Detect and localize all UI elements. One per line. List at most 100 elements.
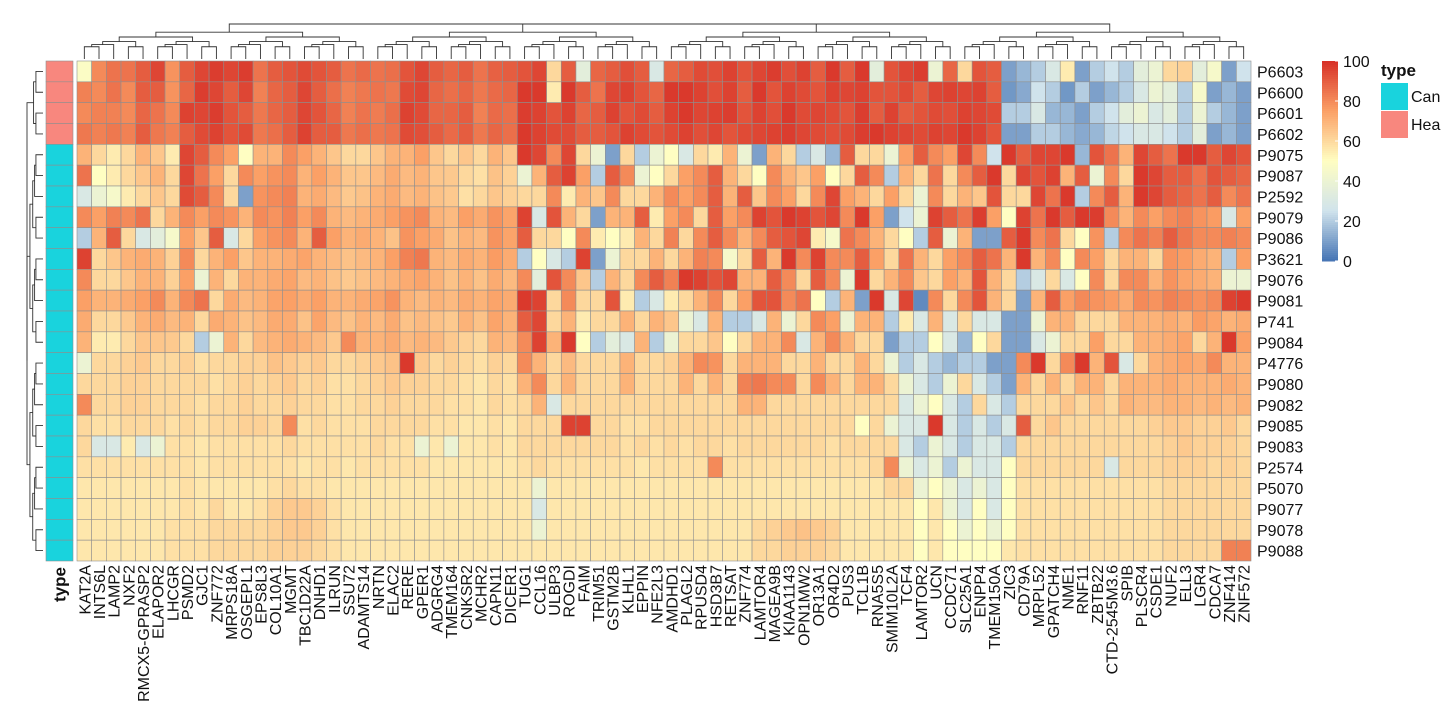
heatmap-cell [546,144,562,166]
heatmap-cell [795,498,812,520]
heatmap-cell [663,477,679,499]
heatmap-cell [693,144,709,166]
dendrogram-branch [641,46,658,59]
heatmap-cell [384,144,401,166]
colorbar-segment [1322,101,1338,104]
heatmap-cell [516,414,533,437]
heatmap-cell [634,477,650,499]
heatmap-cell [76,477,92,499]
column-label: CSDE1 [1149,565,1166,618]
heatmap-cell [76,227,92,249]
heatmap-cell [340,435,357,458]
heatmap-cell [458,164,474,187]
colorbar-segment [1322,255,1338,258]
heatmap-cell [443,331,459,353]
heatmap-cell [957,414,973,437]
colorbar-segment [1322,147,1338,150]
heatmap-cell [839,144,856,166]
heatmap-cell [590,414,606,437]
column-label: PLAGL2 [679,565,696,626]
heatmap-cell [1221,456,1237,478]
heatmap-cell [678,456,694,478]
heatmap-cell [795,269,812,291]
heatmap-cell [472,164,489,187]
type-cell [45,498,74,520]
heatmap-cell [1118,206,1134,228]
heatmap-cell [282,144,298,166]
heatmap-cell [590,164,606,187]
colorbar-segment [1322,155,1338,158]
heatmap-cell [1206,477,1222,499]
heatmap-cell [472,227,489,249]
heatmap-cell [1045,394,1061,416]
heatmap-cell [194,144,210,166]
heatmap-cell [854,477,870,499]
heatmap-cell [252,185,269,208]
heatmap-cell [516,331,533,353]
dendrogram-branch [35,258,43,281]
heatmap-cell [106,227,122,249]
heatmap-cell [1059,435,1076,458]
type-cell [45,206,74,228]
heatmap-cell [340,227,357,249]
heatmap-cell [986,435,1002,458]
colorbar-segment [1322,195,1338,198]
heatmap-cell [825,477,841,499]
heatmap-cell [560,352,577,374]
heatmap-cell [1133,123,1149,145]
heatmap-cell [751,539,768,562]
heatmap-cell [810,310,826,333]
heatmap-cell [1103,373,1120,395]
heatmap-cell [604,185,621,208]
heatmap-cell [1074,331,1090,353]
heatmap-cell [634,206,650,228]
heatmap-cell [1133,289,1149,312]
heatmap-cell [340,289,357,312]
heatmap-cell [898,227,914,249]
heatmap-cell [693,81,709,103]
heatmap-cell [1206,414,1222,437]
heatmap-cell [942,456,958,478]
heatmap-cell [267,414,283,437]
heatmap-cell [179,81,195,103]
heatmap-cell [267,123,283,145]
legend-swatch [1381,111,1408,138]
heatmap-cell [1221,519,1237,541]
heatmap-cell [355,539,371,562]
heatmap-cell [1045,269,1061,291]
heatmap-cell [414,269,430,291]
heatmap-cell [825,394,841,416]
dendrogram-branch [157,46,173,59]
heatmap-cell [399,331,415,353]
heatmap-cell [1221,60,1237,83]
heatmap-cell [1192,144,1208,166]
heatmap-cell [487,456,503,478]
heatmap-cell [135,144,151,166]
heatmap-cell [179,414,195,437]
heatmap-cell [164,102,181,124]
heatmap-cell [927,477,944,499]
heatmap-cell [531,123,547,145]
heatmap-cell [458,289,474,312]
heatmap-cell [1089,414,1105,437]
heatmap-cell [1177,539,1193,562]
heatmap-cell [986,81,1002,103]
heatmap-cell [208,394,225,416]
heatmap-cell [869,310,885,333]
heatmap-cell [854,331,870,353]
heatmap-cell [795,185,812,208]
heatmap-cell [1103,352,1120,374]
heatmap-cell [370,144,386,166]
heatmap-cell [282,227,298,249]
row-label: P9086 [1257,231,1303,248]
heatmap-cell [883,331,900,353]
heatmap-cell [472,144,489,166]
heatmap-cell [106,435,122,458]
heatmap-cell [546,123,562,145]
colorbar-segment [1322,231,1338,234]
heatmap-cell [751,519,768,541]
heatmap-cell [458,394,474,416]
colorbar-segment [1322,251,1338,254]
heatmap-cell [252,289,269,312]
heatmap-cell [296,289,313,312]
